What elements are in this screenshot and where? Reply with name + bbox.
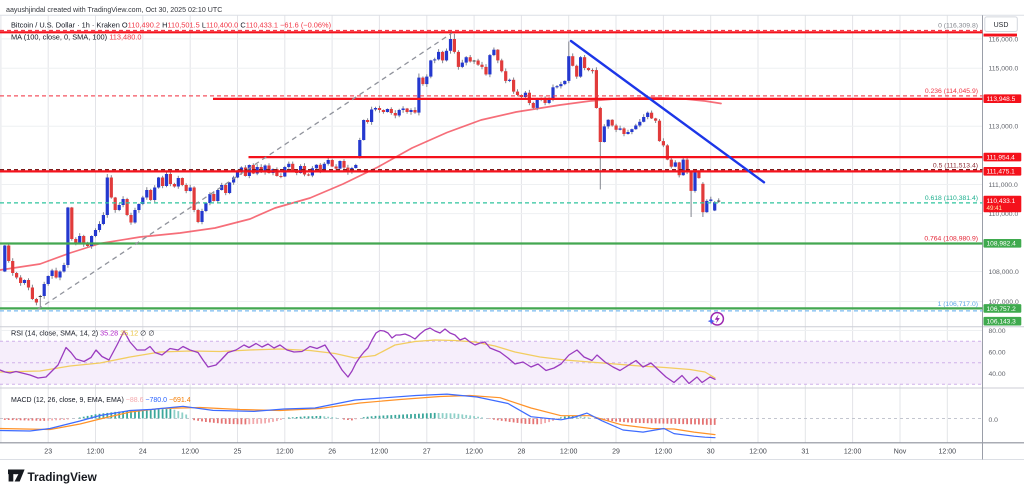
svg-text:116,000.0: 116,000.0 [989, 36, 1019, 43]
svg-text:110,433.1: 110,433.1 [987, 198, 1016, 205]
svg-text:12:00: 12:00 [465, 448, 483, 455]
svg-text:108,000.0: 108,000.0 [989, 269, 1019, 276]
svg-text:106,757.2: 106,757.2 [987, 306, 1017, 313]
svg-text:23: 23 [44, 448, 52, 455]
svg-text:0.5 (111,513.4): 0.5 (111,513.4) [933, 162, 978, 169]
svg-text:Bitcoin / U.S. Dollar · 1h · K: Bitcoin / U.S. Dollar · 1h · Kraken O110… [11, 21, 331, 30]
svg-text:60.00: 60.00 [989, 349, 1006, 356]
svg-text:0 (116,309.8): 0 (116,309.8) [938, 23, 978, 30]
svg-text:113,948.5: 113,948.5 [987, 96, 1016, 103]
svg-text:111,954.4: 111,954.4 [987, 155, 1016, 162]
svg-text:MACD (12, 26, close, 9, EMA, E: MACD (12, 26, close, 9, EMA, EMA) −88.6 … [11, 397, 191, 404]
svg-text:12:00: 12:00 [844, 448, 862, 455]
svg-text:80.00: 80.00 [989, 328, 1006, 335]
svg-text:12:00: 12:00 [276, 448, 294, 455]
svg-text:107,000.0: 107,000.0 [989, 299, 1019, 306]
svg-text:49:41: 49:41 [987, 205, 1003, 212]
svg-text:26: 26 [328, 448, 336, 455]
svg-text:12:00: 12:00 [87, 448, 105, 455]
svg-text:27: 27 [423, 448, 431, 455]
svg-text:0.236 (114,045.9): 0.236 (114,045.9) [925, 88, 978, 95]
svg-text:115,000.0: 115,000.0 [989, 66, 1019, 73]
svg-text:40.00: 40.00 [989, 371, 1006, 378]
svg-text:MA (100, close, 0, SMA, 100) 1: MA (100, close, 0, SMA, 100) 113,480.0 [11, 33, 142, 42]
svg-text:0.0: 0.0 [989, 417, 999, 424]
svg-text:USD: USD [994, 22, 1009, 29]
svg-text:111,475.1: 111,475.1 [987, 169, 1016, 176]
svg-text:113,000.0: 113,000.0 [989, 124, 1019, 131]
svg-text:12:00: 12:00 [939, 448, 957, 455]
svg-text:Nov: Nov [894, 448, 907, 455]
svg-text:110,000.0: 110,000.0 [989, 211, 1019, 218]
svg-text:29: 29 [612, 448, 620, 455]
svg-text:RSI (14, close, SMA, 14, 2) 35: RSI (14, close, SMA, 14, 2) 35.28 35.12 … [11, 329, 155, 338]
svg-text:1 (106,717.0): 1 (106,717.0) [938, 301, 978, 308]
svg-text:12:00: 12:00 [181, 448, 199, 455]
svg-text:31: 31 [801, 448, 809, 455]
svg-text:108,982.4: 108,982.4 [987, 241, 1017, 248]
svg-text:28: 28 [518, 448, 526, 455]
svg-text:TradingView: TradingView [28, 470, 98, 484]
svg-text:111,000.0: 111,000.0 [989, 182, 1018, 189]
svg-text:0.618 (110,381.4): 0.618 (110,381.4) [925, 195, 978, 202]
svg-text:24: 24 [139, 448, 147, 455]
svg-text:12:00: 12:00 [655, 448, 673, 455]
svg-text:30: 30 [707, 448, 715, 455]
svg-text:aayushjindal created with Trad: aayushjindal created with TradingView.co… [6, 6, 222, 14]
svg-text:12:00: 12:00 [371, 448, 389, 455]
svg-text:106,143.3: 106,143.3 [987, 319, 1017, 326]
svg-text:0.764 (108,980.9): 0.764 (108,980.9) [924, 235, 978, 242]
svg-text:12:00: 12:00 [749, 448, 767, 455]
svg-text:25: 25 [234, 448, 242, 455]
svg-text:12:00: 12:00 [560, 448, 578, 455]
